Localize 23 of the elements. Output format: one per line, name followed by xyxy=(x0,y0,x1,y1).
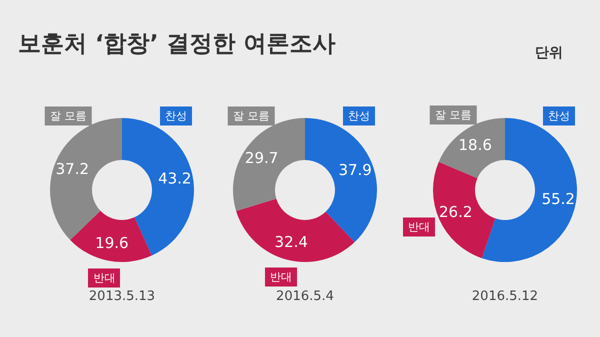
data-label: 37.2 xyxy=(56,160,90,178)
text: 2013.5.13 xyxy=(88,289,156,304)
slice-label: 반대 xyxy=(403,217,436,236)
data-label: 29.7 xyxy=(244,148,278,167)
data-label: 37.9 xyxy=(338,160,372,179)
data-label: 18.6 xyxy=(458,136,492,154)
chart-title: 보훈처 ‘합창’ 결정한 여론조사 xyxy=(18,30,336,59)
slice-label: 찬성 xyxy=(542,106,575,126)
slice-label: 찬성 xyxy=(342,106,375,126)
data-label: 19.6 xyxy=(95,234,129,252)
text: 단위 xyxy=(535,44,563,62)
data-label: 32.4 xyxy=(274,233,308,252)
slice-label: 잘 모름 xyxy=(228,106,274,126)
slice-label: 잘 모름 xyxy=(430,105,476,124)
data-label: 55.2 xyxy=(542,190,575,208)
text: 2016.5.4 xyxy=(275,289,335,304)
slice-label: 잘 모름 xyxy=(44,106,92,126)
slice-label: 반대 xyxy=(88,268,120,288)
slice-label: 반대 xyxy=(265,268,298,287)
text: 2016.5.12 xyxy=(470,289,540,304)
data-label: 26.2 xyxy=(439,203,472,222)
data-label: 43.2 xyxy=(158,170,192,188)
slice-label: 찬성 xyxy=(160,106,192,126)
